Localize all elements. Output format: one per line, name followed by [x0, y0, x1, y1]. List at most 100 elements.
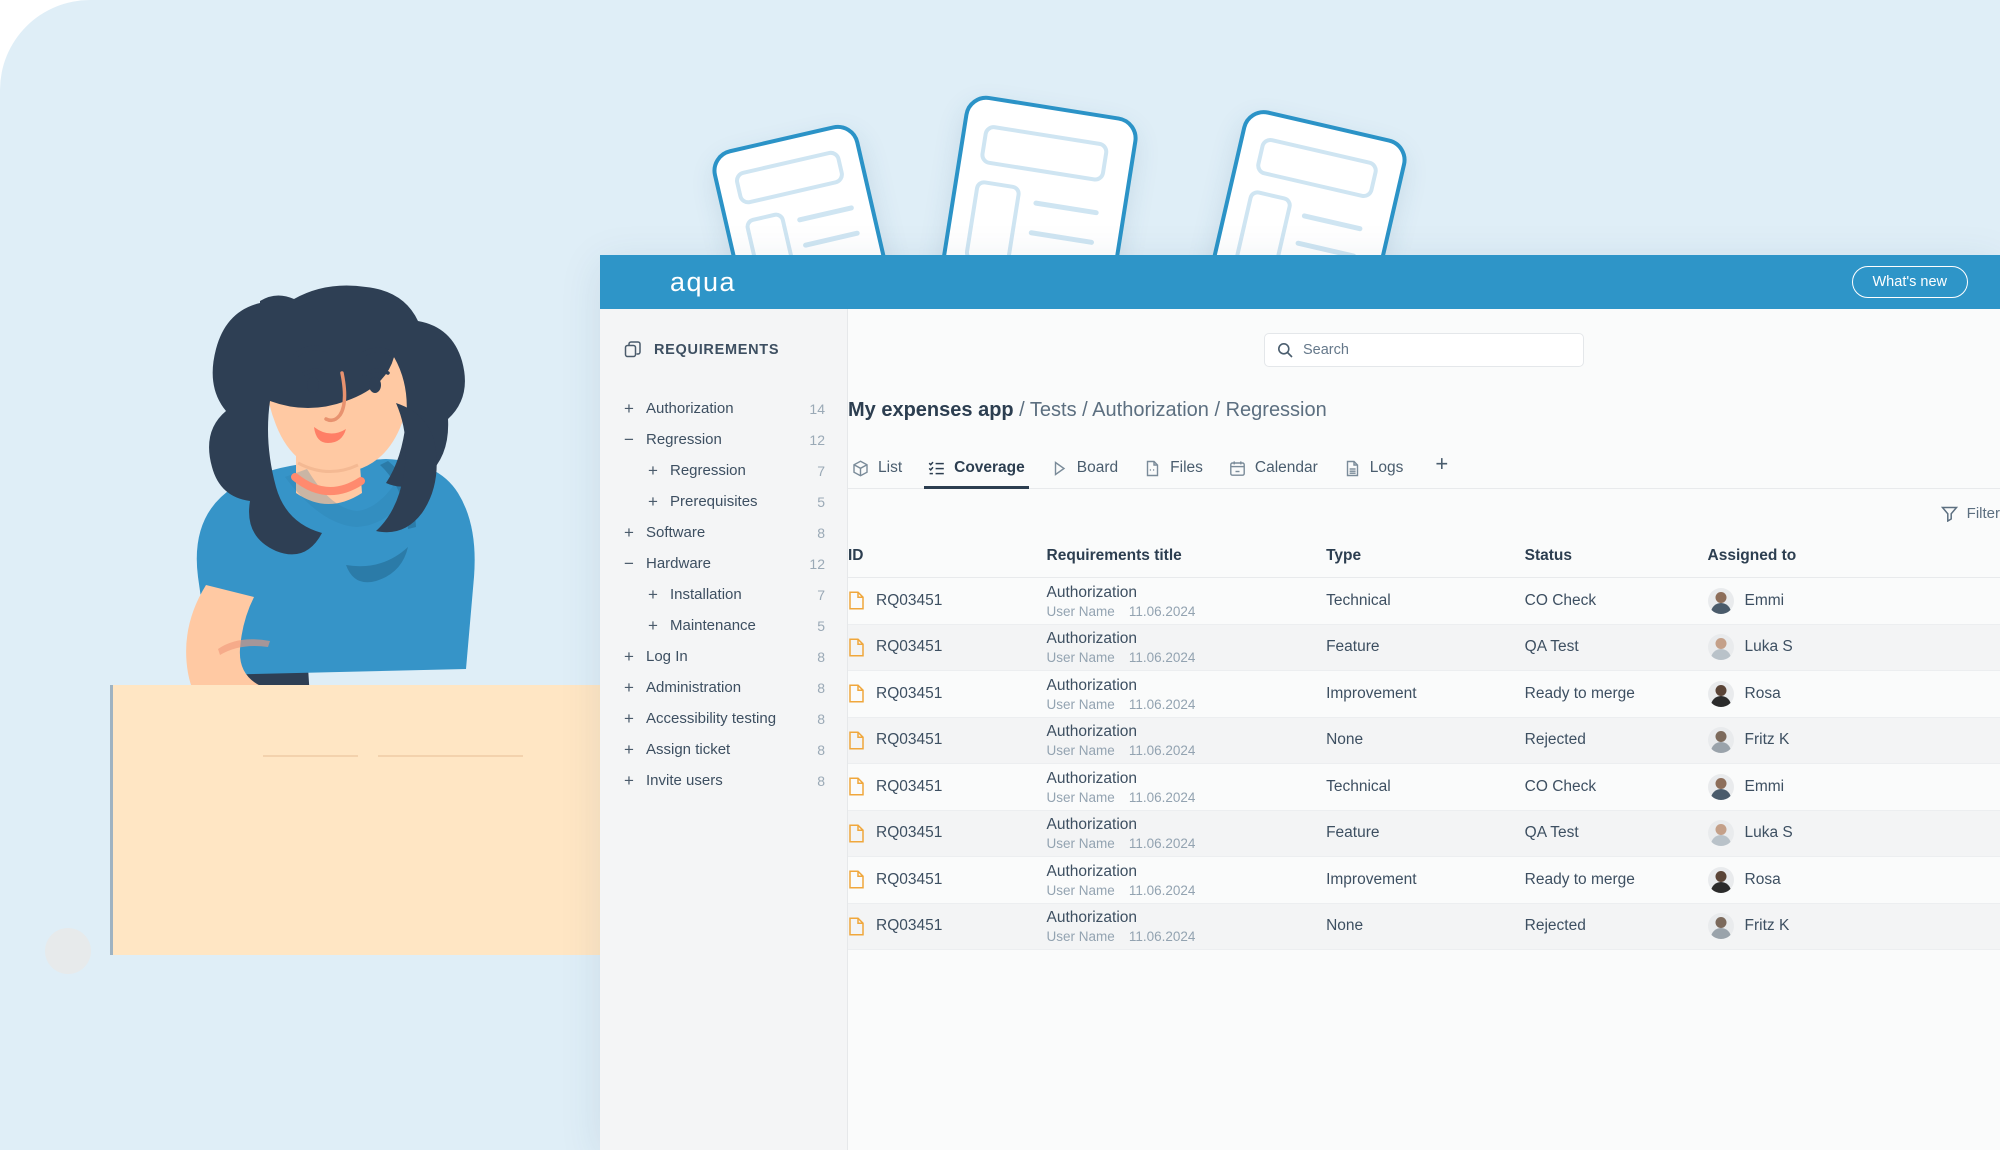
cell-status[interactable]: CO Check: [1524, 591, 1597, 609]
cell-type[interactable]: None: [1326, 731, 1364, 749]
expand-icon[interactable]: +: [624, 708, 634, 728]
sidebar-item-installation[interactable]: + Installation 7: [600, 579, 847, 610]
tab-coverage[interactable]: Coverage: [924, 459, 1047, 489]
cell-title[interactable]: Authorization User Name 11.06.2024: [1047, 857, 1327, 904]
sidebar-item-invite-users[interactable]: + Invite users 8: [600, 765, 847, 796]
cell-status[interactable]: Ready to merge: [1524, 684, 1635, 702]
cell-title[interactable]: Authorization User Name 11.06.2024: [1047, 578, 1327, 625]
column-header[interactable]: Status: [1524, 537, 1708, 578]
cell-assigned-to[interactable]: Emmi: [1707, 578, 2000, 625]
cell-type[interactable]: None: [1326, 917, 1364, 935]
cell-assigned-to[interactable]: Rosa: [1707, 857, 2000, 904]
requirement-file-icon: [848, 731, 865, 750]
add-tab-button[interactable]: +: [1435, 451, 1449, 476]
cell-assigned-to[interactable]: Fritz K: [1707, 717, 2000, 764]
table-row[interactable]: RQ03451 Authorization User Name 11.06.2024 N…: [848, 717, 2000, 764]
tab-list[interactable]: List: [848, 459, 924, 488]
tab-calendar[interactable]: Calendar: [1225, 459, 1340, 488]
expand-icon[interactable]: +: [648, 491, 658, 511]
cell-type[interactable]: Technical: [1326, 591, 1391, 609]
cell-id[interactable]: RQ03451: [848, 810, 1047, 857]
tab-board[interactable]: Board: [1047, 459, 1140, 488]
sidebar-item-regression[interactable]: − Regression 12: [600, 424, 847, 455]
sidebar-item-maintenance[interactable]: + Maintenance 5: [600, 610, 847, 641]
tab-logs[interactable]: Logs: [1340, 459, 1426, 488]
cell-id[interactable]: RQ03451: [848, 671, 1047, 718]
cell-title[interactable]: Authorization User Name 11.06.2024: [1047, 717, 1327, 764]
cell-id[interactable]: RQ03451: [848, 857, 1047, 904]
cell-assigned-to[interactable]: Fritz K: [1707, 903, 2000, 950]
cell-id[interactable]: RQ03451: [848, 764, 1047, 811]
cell-id[interactable]: RQ03451: [848, 624, 1047, 671]
tab-files[interactable]: Files: [1140, 459, 1225, 488]
table-row[interactable]: RQ03451 Authorization User Name 11.06.2024 I…: [848, 671, 2000, 718]
cell-status[interactable]: QA Test: [1524, 824, 1579, 842]
collapse-icon[interactable]: −: [624, 429, 634, 449]
breadcrumb-path[interactable]: / Tests / Authorization / Regression: [1013, 398, 1327, 421]
avatar: [1707, 773, 1734, 800]
cell-assigned-to[interactable]: Luka S: [1707, 624, 2000, 671]
search-input[interactable]: [1303, 342, 1571, 358]
collapse-icon[interactable]: −: [624, 553, 634, 573]
filter-label[interactable]: Filter: [1966, 504, 2000, 522]
cell-type[interactable]: Improvement: [1326, 684, 1417, 702]
column-header[interactable]: Type: [1326, 537, 1525, 578]
sidebar-item-count: 8: [817, 524, 825, 541]
sidebar-item-software[interactable]: + Software 8: [600, 517, 847, 548]
assignee-name: Rosa: [1744, 684, 1781, 702]
cell-assigned-to[interactable]: Luka S: [1707, 810, 2000, 857]
column-header[interactable]: Requirements title: [1046, 537, 1327, 578]
sidebar-item-hardware[interactable]: − Hardware 12: [600, 548, 847, 579]
tab-label: Files: [1170, 459, 1203, 476]
column-header[interactable]: ID: [848, 537, 1047, 578]
cell-type[interactable]: Improvement: [1326, 870, 1417, 888]
expand-icon[interactable]: +: [648, 615, 658, 635]
cell-id[interactable]: RQ03451: [848, 903, 1047, 950]
breadcrumb[interactable]: My expenses app / Tests / Authorization …: [848, 391, 2000, 429]
expand-icon[interactable]: +: [624, 646, 634, 666]
column-header[interactable]: Assigned to: [1707, 537, 2000, 578]
cell-status[interactable]: Ready to merge: [1524, 870, 1635, 888]
cell-status[interactable]: Rejected: [1524, 731, 1586, 749]
cell-type[interactable]: Technical: [1326, 777, 1391, 795]
expand-icon[interactable]: +: [648, 460, 658, 480]
cell-id[interactable]: RQ03451: [848, 717, 1047, 764]
expand-icon[interactable]: +: [648, 584, 658, 604]
cell-title[interactable]: Authorization User Name 11.06.2024: [1047, 624, 1327, 671]
table-row[interactable]: RQ03451 Authorization User Name 11.06.2024 I…: [848, 857, 2000, 904]
expand-icon[interactable]: +: [624, 677, 634, 697]
cell-title[interactable]: Authorization User Name 11.06.2024: [1047, 671, 1327, 718]
sidebar-item-authorization[interactable]: + Authorization 14: [600, 393, 847, 424]
sidebar-item-regression[interactable]: + Regression 7: [600, 455, 847, 486]
sidebar-item-log-in[interactable]: + Log In 8: [600, 641, 847, 672]
expand-icon[interactable]: +: [624, 770, 634, 790]
table-row[interactable]: RQ03451 Authorization User Name 11.06.2024 T…: [848, 764, 2000, 811]
sidebar-item-assign-ticket[interactable]: + Assign ticket 8: [600, 734, 847, 765]
cell-status[interactable]: QA Test: [1524, 638, 1579, 656]
breadcrumb-project[interactable]: My expenses app: [848, 398, 1014, 421]
table-row[interactable]: RQ03451 Authorization User Name 11.06.2024 F…: [848, 810, 2000, 857]
table-row[interactable]: RQ03451 Authorization User Name 11.06.2024 F…: [848, 624, 2000, 671]
sidebar-item-accessibility-testing[interactable]: + Accessibility testing 8: [600, 703, 847, 734]
sidebar-item-count: 12: [809, 555, 825, 572]
cell-status[interactable]: CO Check: [1524, 777, 1597, 795]
table-row[interactable]: RQ03451 Authorization User Name 11.06.2024 N…: [848, 903, 2000, 950]
expand-icon[interactable]: +: [624, 522, 634, 542]
cell-title[interactable]: Authorization User Name 11.06.2024: [1047, 903, 1327, 950]
cell-assigned-to[interactable]: Emmi: [1707, 764, 2000, 811]
cell-type[interactable]: Feature: [1326, 824, 1380, 842]
cell-title[interactable]: Authorization User Name 11.06.2024: [1047, 810, 1327, 857]
whats-new-button[interactable]: What's new: [1851, 266, 1968, 298]
cell-status[interactable]: Rejected: [1524, 917, 1586, 935]
sidebar-item-administration[interactable]: + Administration 8: [600, 672, 847, 703]
sidebar-item-prerequisites[interactable]: + Prerequisites 5: [600, 486, 847, 517]
expand-icon[interactable]: +: [624, 398, 634, 418]
cell-type[interactable]: Feature: [1326, 638, 1380, 656]
search-box[interactable]: [1264, 333, 1584, 367]
expand-icon[interactable]: +: [624, 739, 634, 759]
cell-assigned-to[interactable]: Rosa: [1707, 671, 2000, 718]
table-row[interactable]: RQ03451 Authorization User Name 11.06.2024 T…: [848, 578, 2000, 625]
requirement-id: RQ03451: [876, 870, 943, 888]
cell-title[interactable]: Authorization User Name 11.06.2024: [1047, 764, 1327, 811]
cell-id[interactable]: RQ03451: [848, 578, 1047, 625]
